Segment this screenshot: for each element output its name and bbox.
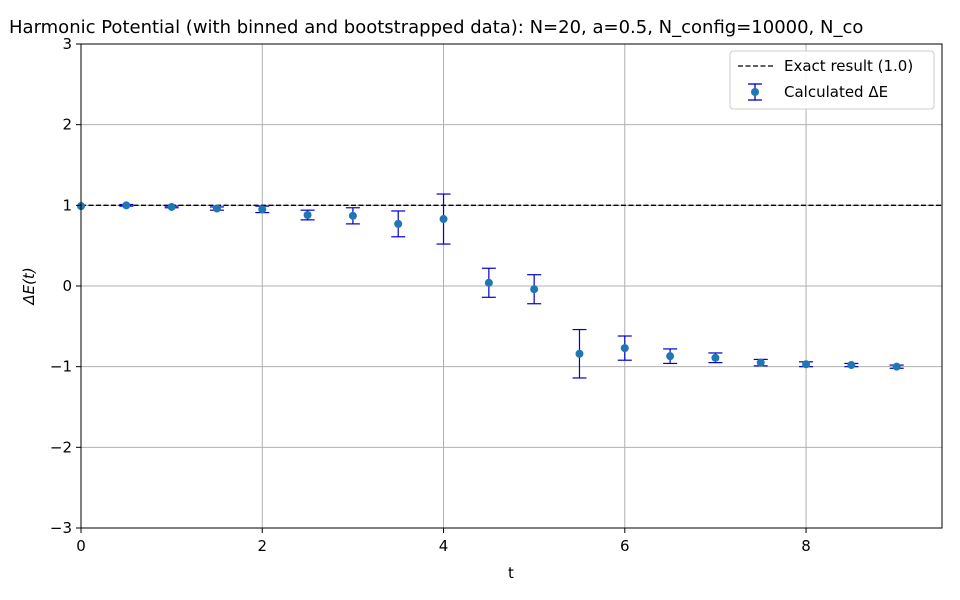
data-point (711, 353, 720, 362)
y-tick-label: −2 (50, 438, 72, 456)
data-point (348, 211, 357, 220)
y-tick-label: −1 (50, 358, 72, 376)
legend-series-label: Calculated ΔE (784, 83, 888, 101)
x-tick-label: 0 (76, 537, 86, 555)
data-point (212, 204, 221, 213)
data-point (258, 205, 267, 214)
data-points (77, 201, 901, 371)
legend-series-swatch (748, 83, 762, 101)
data-point (530, 285, 539, 294)
data-point (167, 202, 176, 211)
data-point (847, 361, 856, 370)
data-point (439, 215, 448, 224)
chart-title: Harmonic Potential (with binned and boot… (9, 17, 863, 38)
data-point (620, 344, 629, 353)
data-point (575, 349, 584, 358)
data-point (394, 219, 403, 228)
data-point (892, 362, 901, 371)
legend: Exact result (1.0) Calculated ΔE (729, 50, 935, 110)
data-point (122, 201, 131, 210)
axis-ticks: 0 2 4 6 8 −3 −2 −1 0 1 2 3 (50, 35, 811, 555)
y-axis-label: ΔE(t) (20, 267, 38, 305)
data-point (802, 360, 811, 369)
data-point (484, 278, 493, 287)
data-point (756, 358, 765, 367)
x-axis-label: t (508, 564, 514, 582)
grid (80, 43, 942, 529)
x-tick-label: 2 (257, 537, 267, 555)
y-tick-label: 0 (62, 277, 72, 295)
x-tick-label: 6 (620, 537, 630, 555)
y-tick-label: 3 (62, 35, 72, 53)
x-tick-label: 4 (439, 537, 449, 555)
y-tick-label: −3 (50, 519, 72, 537)
legend-box (729, 50, 935, 110)
data-point (666, 352, 675, 361)
y-tick-label: 2 (62, 116, 72, 134)
y-tick-label: 1 (62, 196, 72, 214)
legend-reference-label: Exact result (1.0) (784, 57, 913, 75)
data-point (303, 211, 312, 220)
x-tick-label: 8 (801, 537, 811, 555)
